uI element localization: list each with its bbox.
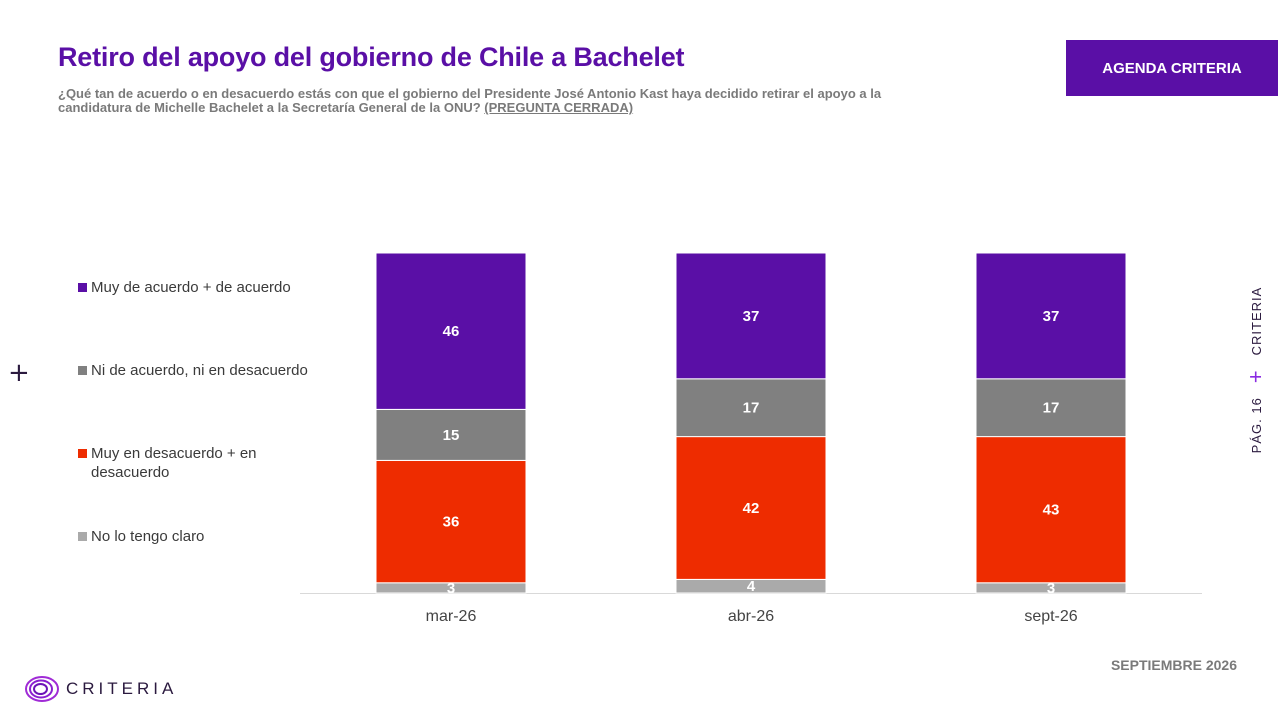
bar-segment (975, 436, 1127, 584)
logo-text: CRITERIA (66, 679, 178, 698)
question-text: ¿Qué tan de acuerdo o en desacuerdo está… (58, 86, 882, 115)
bar-segment (375, 459, 527, 584)
legend-swatch (78, 449, 87, 458)
data-label: 17 (743, 400, 760, 417)
bar-segment (675, 252, 827, 380)
data-label: 43 (1043, 502, 1060, 519)
x-tick-label: sept-26 (1024, 608, 1077, 625)
page-number: PÁG. 16 (1248, 397, 1264, 454)
x-tick-label: abr-26 (728, 608, 774, 625)
data-label: 37 (1043, 308, 1060, 325)
plus-icon: + (1243, 369, 1268, 384)
data-label: 3 (1047, 580, 1055, 597)
data-label: 17 (1043, 400, 1060, 417)
data-label: 42 (743, 500, 760, 517)
legend-label: Ni de acuerdo, ni en desacuerdo (91, 362, 308, 379)
legend-swatch (78, 366, 87, 375)
legend-item-agree: Muy de acuerdo + de acuerdo (78, 278, 308, 297)
bar-segment (375, 408, 527, 461)
legend-item-neutral: Ni de acuerdo, ni en desacuerdo (78, 361, 308, 380)
bar-segment (975, 252, 1127, 380)
legend-item-disagree: Muy en desacuerdo + en desacuerdo (78, 444, 308, 482)
data-label: 15 (443, 427, 460, 444)
plus-icon: + (8, 358, 30, 388)
chart-title: Retiro del apoyo del gobierno de Chile a… (58, 42, 685, 72)
chart-subtitle: ¿Qué tan de acuerdo o en desacuerdo está… (58, 87, 958, 115)
question-tag: (PREGUNTA CERRADA) (484, 100, 634, 115)
report-date: SEPTIEMBRE 2026 (1110, 657, 1237, 673)
legend-label: No lo tengo claro (91, 528, 205, 545)
criteria-logo: CRITERIA (24, 674, 177, 704)
data-label: 37 (743, 308, 760, 325)
side-brand: CRITERIA (1248, 286, 1264, 356)
criteria-spiral-icon (25, 676, 59, 702)
legend-item-unsure: No lo tengo claro (78, 527, 308, 546)
data-label: 4 (747, 578, 756, 595)
x-tick-label: mar-26 (426, 608, 477, 625)
legend-swatch (78, 532, 87, 541)
data-label: 46 (443, 323, 460, 340)
bar-segment (975, 378, 1127, 438)
bar-segment (375, 252, 527, 410)
data-label: 3 (447, 580, 455, 597)
side-page-label: PÁG. 16 + CRITERIA (1243, 250, 1268, 490)
data-label: 36 (443, 514, 460, 531)
legend-label: Muy de acuerdo + de acuerdo (91, 279, 291, 296)
legend-label: Muy en desacuerdo + en desacuerdo (91, 445, 257, 481)
bar-segment (675, 378, 827, 438)
agenda-badge: AGENDA CRITERIA (1066, 40, 1278, 96)
legend-swatch (78, 283, 87, 292)
